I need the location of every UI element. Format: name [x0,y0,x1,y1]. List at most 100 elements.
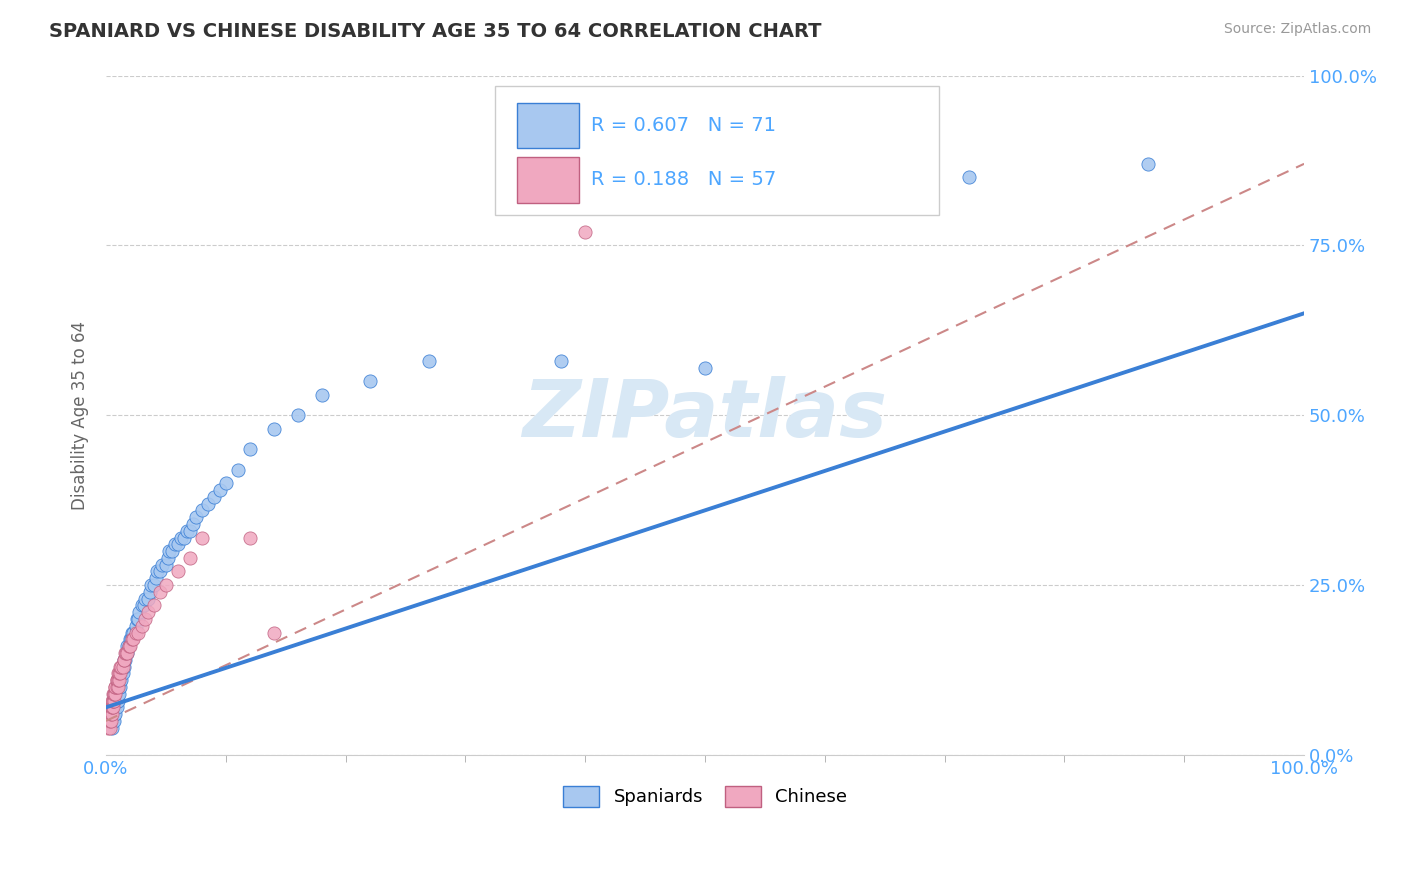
Point [104,680,127,694]
Point [208,483,231,497]
Point [111,666,134,681]
Point [121,625,143,640]
Point [122,632,145,647]
Point [418,354,440,368]
Point [101,721,124,735]
Point [176,524,198,538]
Point [112,653,135,667]
Point [184,510,207,524]
Point [120,632,142,647]
Point [166,565,188,579]
Point [110,659,132,673]
Point [139,585,162,599]
Point [107,666,129,681]
Point [107,680,129,694]
Point [101,714,124,728]
Point [108,687,131,701]
Point [103,693,125,707]
FancyBboxPatch shape [517,103,579,148]
Point [574,225,596,239]
Point [110,659,132,673]
Point [166,537,188,551]
Point [131,599,153,613]
Text: Source: ZipAtlas.com: Source: ZipAtlas.com [1223,22,1371,37]
Point [114,653,136,667]
Point [127,612,149,626]
Point [101,687,124,701]
Point [1137,157,1160,171]
Point [142,599,165,613]
Point [226,462,249,476]
Point [111,659,134,673]
Y-axis label: Disability Age 35 to 64: Disability Age 35 to 64 [72,321,89,509]
Point [190,531,212,545]
Point [101,700,124,714]
Point [104,707,127,722]
Point [183,516,205,531]
Point [103,714,125,728]
Point [160,544,183,558]
Point [101,693,124,707]
Point [107,687,129,701]
Point [239,442,262,457]
Point [110,680,132,694]
Point [101,707,124,722]
Point [134,591,156,606]
Point [110,666,132,681]
Point [110,673,132,688]
Point [125,612,148,626]
Point [110,673,132,688]
Point [263,422,285,436]
Point [128,605,150,619]
Point [121,632,143,647]
Point [197,496,219,510]
Point [146,565,169,579]
Point [98,721,121,735]
Point [115,646,138,660]
Point [105,680,128,694]
Point [190,503,212,517]
Text: ZIPatlas: ZIPatlas [523,376,887,454]
Point [100,700,122,714]
Point [150,558,173,572]
Point [122,625,145,640]
Point [141,578,163,592]
Point [149,565,172,579]
FancyBboxPatch shape [495,86,939,215]
Point [117,646,139,660]
Point [112,653,135,667]
Point [157,544,180,558]
Point [105,673,128,688]
Point [101,700,124,714]
Point [98,714,121,728]
Point [136,591,159,606]
Text: R = 0.607   N = 71: R = 0.607 N = 71 [591,116,776,135]
Point [101,693,124,707]
Point [125,625,148,640]
Point [155,578,177,592]
Point [107,673,129,688]
Point [100,714,122,728]
Legend: Spaniards, Chinese: Spaniards, Chinese [555,779,855,814]
Point [118,632,141,647]
Point [118,639,141,653]
Point [114,646,136,660]
Point [157,550,180,565]
Point [311,388,333,402]
Point [125,619,148,633]
Point [97,721,120,735]
Point [202,490,225,504]
Text: SPANIARD VS CHINESE DISABILITY AGE 35 TO 64 CORRELATION CHART: SPANIARD VS CHINESE DISABILITY AGE 35 TO… [49,22,821,41]
Point [693,360,716,375]
Point [117,646,139,660]
Point [105,693,128,707]
Point [100,707,122,722]
Point [97,714,120,728]
Point [108,680,131,694]
Point [105,673,128,688]
Point [134,599,156,613]
Point [145,571,167,585]
Point [112,659,135,673]
Point [179,550,201,565]
Point [127,625,149,640]
